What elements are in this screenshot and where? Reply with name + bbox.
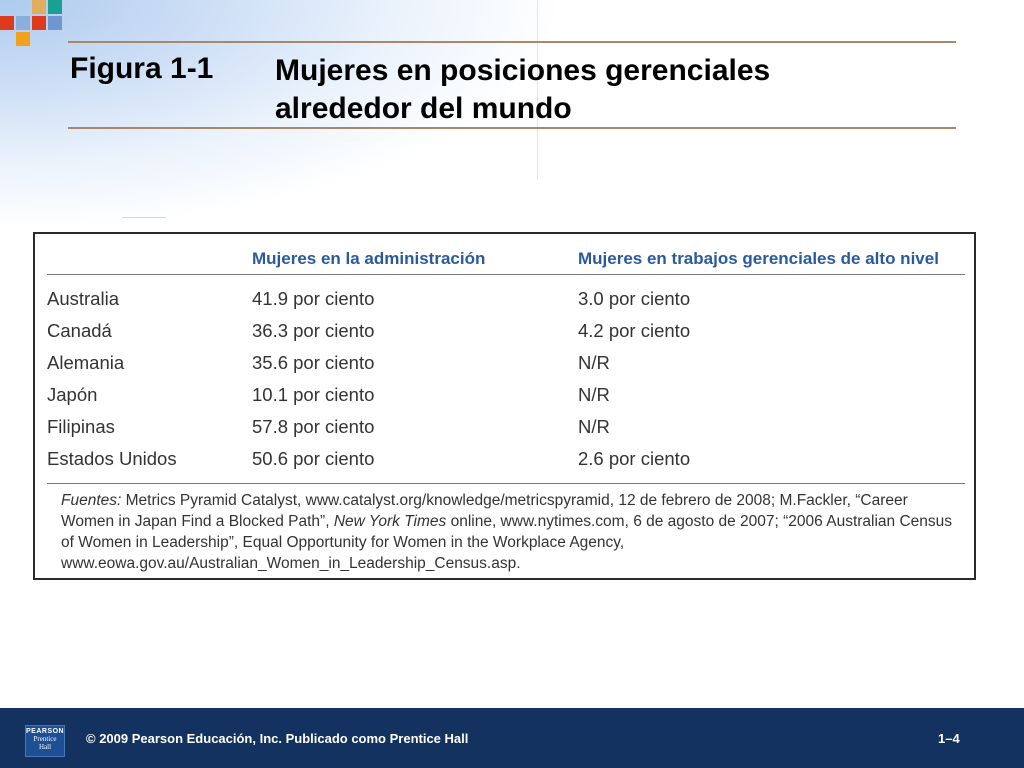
admin-cell: 36.3 por ciento: [252, 320, 375, 341]
source-publication: New York Times: [333, 513, 447, 530]
senior-cell: 4.2 por ciento: [578, 320, 691, 341]
teal-square: [48, 0, 62, 14]
pearson-logo: PEARSON Prentice Hall: [25, 725, 65, 757]
figure-number: Figura 1-1: [70, 52, 214, 85]
orange-square: [16, 32, 30, 46]
senior-cell: 2.6 por ciento: [578, 448, 691, 469]
source-note: Fuentes: Metrics Pyramid Catalyst, www.c…: [61, 490, 961, 574]
red-square: [32, 16, 46, 30]
figure-title-line2: alrededor del mundo: [275, 92, 572, 125]
figure-title: Mujeres en posiciones gerenciales alrede…: [275, 52, 915, 128]
header-administracion: Mujeres en la administración: [252, 249, 486, 268]
decorative-squares-logo: [0, 0, 70, 48]
senior-cell: N/R: [578, 384, 610, 405]
red-square: [0, 16, 14, 30]
header-alto-nivel: Mujeres en trabajos gerenciales de alto …: [578, 249, 939, 268]
data-table: Mujeres en la administración Mujeres en …: [33, 232, 976, 580]
logo-text-pearson: PEARSON: [26, 728, 65, 735]
logo-text-hall: Hall: [38, 743, 52, 751]
figure-title-line1: Mujeres en posiciones gerenciales: [275, 54, 771, 87]
copyright-text: © 2009 Pearson Educación, Inc. Publicado…: [86, 731, 469, 746]
blue-square: [48, 16, 62, 30]
country-cell: Estados Unidos: [47, 448, 177, 469]
source-label: Fuentes:: [61, 492, 122, 509]
header-rule: [47, 274, 965, 275]
source-rule: [47, 483, 965, 484]
country-cell: Filipinas: [47, 416, 115, 437]
admin-cell: 50.6 por ciento: [252, 448, 375, 469]
source-text-1: Metrics Pyramid Catalyst, www.catalyst.o…: [61, 492, 908, 530]
footer-bar: PEARSON Prentice Hall © 2009 Pearson Edu…: [0, 708, 1024, 768]
blue-square: [16, 16, 30, 30]
title-top-rule: [68, 41, 956, 43]
admin-cell: 35.6 por ciento: [252, 352, 375, 373]
admin-cell: 57.8 por ciento: [252, 416, 375, 437]
source-text-2: online, www.nytimes.com, 6 de agosto de …: [61, 513, 953, 572]
title-bottom-rule: [68, 127, 956, 129]
admin-cell: 10.1 por ciento: [252, 384, 375, 405]
page-number: 1–4: [938, 731, 960, 746]
faint-line: [122, 217, 166, 218]
background-gradient: [0, 0, 1024, 240]
orange-square: [32, 0, 46, 14]
country-cell: Canadá: [47, 320, 112, 341]
senior-cell: 3.0 por ciento: [578, 288, 691, 309]
country-cell: Australia: [47, 288, 119, 309]
decorative-vertical-line: [537, 0, 538, 180]
senior-cell: N/R: [578, 416, 610, 437]
logo-text-prentice: Prentice: [33, 735, 57, 743]
country-cell: Japón: [47, 384, 98, 405]
country-cell: Alemania: [47, 352, 125, 373]
senior-cell: N/R: [578, 352, 610, 373]
admin-cell: 41.9 por ciento: [252, 288, 375, 309]
